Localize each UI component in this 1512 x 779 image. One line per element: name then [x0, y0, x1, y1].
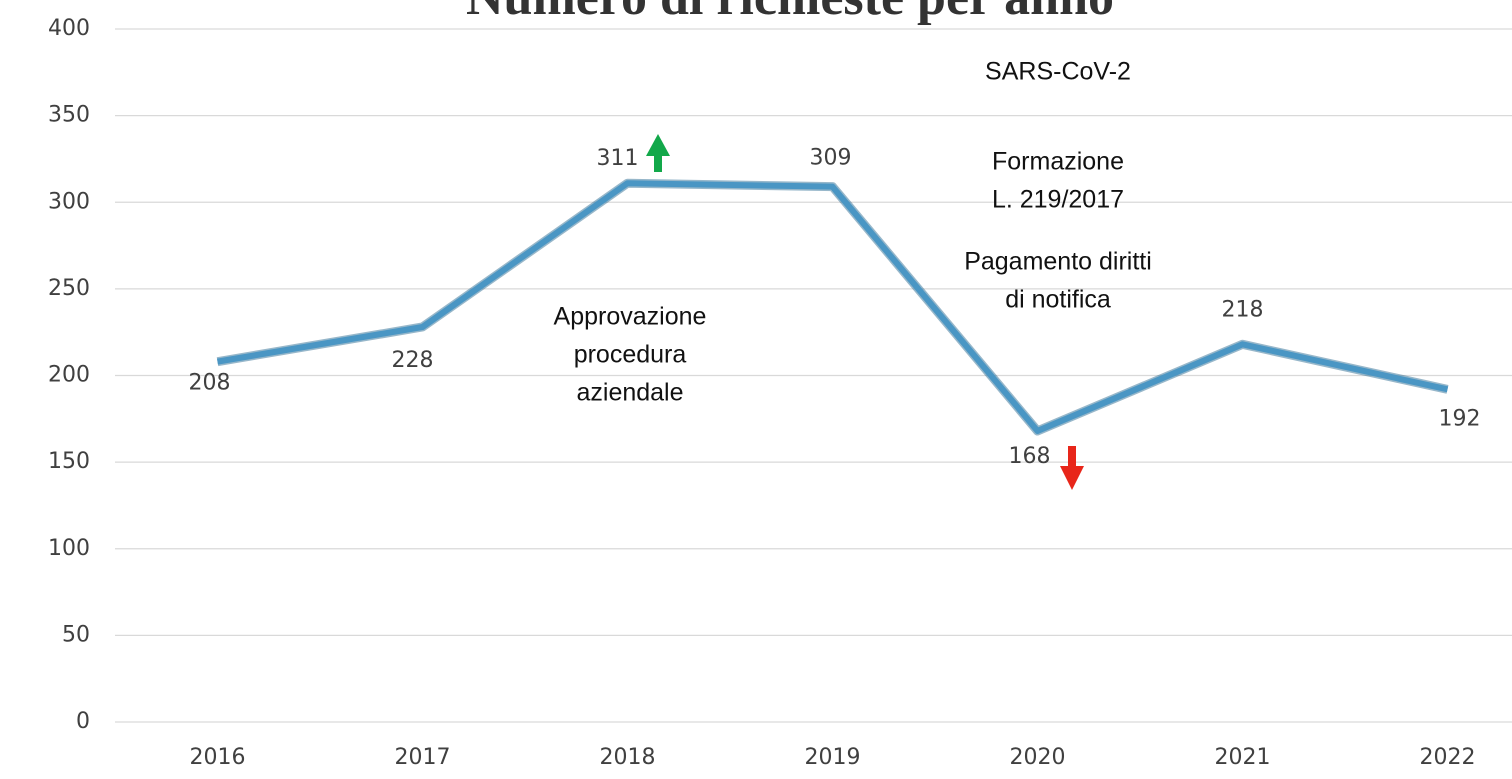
data-label: 311 — [597, 146, 639, 171]
annotation: Approvazione — [554, 303, 707, 331]
annotation: di notifica — [1005, 286, 1111, 314]
y-tick-label: 0 — [76, 709, 90, 734]
y-tick-label: 350 — [48, 103, 90, 128]
x-tick-label: 2020 — [1010, 745, 1066, 770]
x-tick-label: 2019 — [805, 745, 861, 770]
data-label: 309 — [810, 146, 852, 171]
annotation: aziendale — [576, 379, 683, 407]
annotation: L. 219/2017 — [992, 186, 1124, 214]
data-label: 228 — [392, 348, 434, 373]
data-label: 168 — [1009, 444, 1051, 469]
annotation: Pagamento diritti — [964, 248, 1152, 276]
x-tick-label: 2017 — [395, 745, 451, 770]
up-arrow — [646, 134, 670, 172]
x-tick-label: 2018 — [600, 745, 656, 770]
y-tick-label: 100 — [48, 536, 90, 561]
annotation: Formazione — [992, 148, 1124, 176]
data-label: 218 — [1222, 297, 1264, 322]
data-label: 192 — [1439, 406, 1481, 431]
x-tick-label: 2016 — [190, 745, 246, 770]
annotation: procedura — [574, 341, 687, 369]
y-tick-label: 250 — [48, 276, 90, 301]
x-tick-label: 2021 — [1215, 745, 1271, 770]
chart-title: Numero di richieste per anno — [466, 0, 1114, 26]
x-tick-label: 2022 — [1420, 745, 1476, 770]
down-arrow — [1060, 446, 1084, 490]
y-tick-label: 300 — [48, 189, 90, 214]
y-tick-label: 50 — [62, 622, 90, 647]
y-tick-label: 200 — [48, 363, 90, 388]
y-tick-label: 150 — [48, 449, 90, 474]
annotation: SARS-CoV-2 — [985, 58, 1131, 86]
data-label: 208 — [189, 371, 231, 396]
data-line — [217, 180, 1449, 434]
y-tick-label: 400 — [48, 16, 90, 41]
